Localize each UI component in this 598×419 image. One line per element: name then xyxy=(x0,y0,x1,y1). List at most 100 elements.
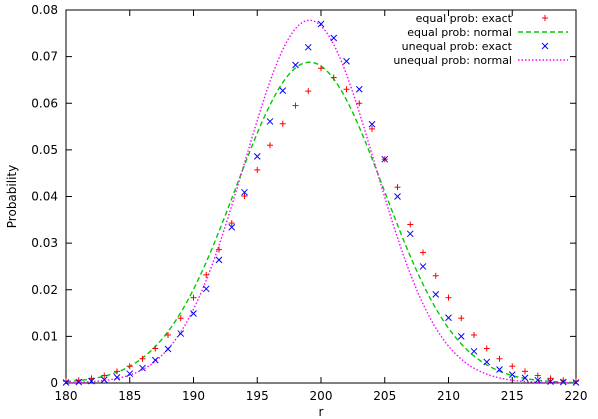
data-point xyxy=(406,230,414,238)
data-point xyxy=(343,57,350,65)
data-point xyxy=(547,375,554,382)
data-point xyxy=(292,102,299,109)
data-point xyxy=(381,155,389,163)
data-point xyxy=(267,142,273,149)
x-tick-label: 180 xyxy=(55,389,78,403)
data-point xyxy=(496,366,503,373)
y-tick-label: 0.02 xyxy=(31,283,58,297)
data-point xyxy=(62,379,70,386)
data-point xyxy=(203,271,210,278)
x-tick-label: 185 xyxy=(118,389,141,403)
y-tick-label: 0.06 xyxy=(31,96,58,110)
x-tick-label: 200 xyxy=(310,389,333,403)
data-point xyxy=(177,315,184,322)
data-point xyxy=(559,378,567,386)
y-tick-label: 0.05 xyxy=(31,143,58,157)
data-point xyxy=(88,375,95,382)
data-point xyxy=(330,74,337,81)
y-tick-label: 0.01 xyxy=(31,329,58,343)
y-tick-label: 0.07 xyxy=(31,50,58,64)
data-point xyxy=(394,184,401,191)
data-point xyxy=(496,355,503,362)
data-point xyxy=(292,61,299,69)
data-point xyxy=(279,120,286,127)
data-point xyxy=(522,368,528,375)
data-point xyxy=(432,291,440,298)
y-tick-label: 0.03 xyxy=(31,236,58,250)
x-tick-label: 195 xyxy=(246,389,269,403)
legend-label: unequal prob: normal xyxy=(393,54,512,67)
x-tick-label: 190 xyxy=(182,389,205,403)
legend-label: equal prob: exact xyxy=(416,12,513,25)
data-point xyxy=(534,372,541,379)
data-point xyxy=(305,88,312,95)
data-point xyxy=(165,331,171,338)
data-point xyxy=(420,249,426,256)
data-point xyxy=(317,20,325,28)
data-point xyxy=(457,333,465,340)
data-point xyxy=(470,347,478,355)
data-point xyxy=(254,166,261,173)
data-point xyxy=(126,363,133,370)
data-point xyxy=(368,120,376,128)
data-point xyxy=(139,364,146,372)
data-point xyxy=(202,285,210,293)
data-point xyxy=(330,34,338,42)
legend-label: equal prob: normal xyxy=(407,26,512,39)
data-point xyxy=(114,368,120,375)
x-tick-label: 220 xyxy=(565,389,588,403)
series-line xyxy=(65,19,577,384)
data-point xyxy=(266,118,274,125)
data-point xyxy=(216,246,222,253)
data-point xyxy=(151,356,159,364)
data-point xyxy=(445,294,452,301)
data-point xyxy=(458,315,465,322)
data-point xyxy=(547,378,554,385)
data-point xyxy=(318,65,324,72)
data-point xyxy=(241,193,248,200)
legend-marker xyxy=(542,15,548,21)
data-point xyxy=(152,345,159,352)
data-point xyxy=(75,378,83,386)
data-point xyxy=(509,363,516,370)
y-tick-label: 0 xyxy=(50,376,58,390)
data-point xyxy=(394,193,401,200)
data-point xyxy=(228,220,235,227)
data-point xyxy=(343,86,350,93)
data-point xyxy=(100,376,108,384)
data-point xyxy=(534,376,542,384)
data-point xyxy=(190,310,197,317)
data-point xyxy=(407,221,414,228)
x-tick-label: 210 xyxy=(437,389,460,403)
data-point xyxy=(113,374,121,381)
data-point xyxy=(471,331,477,338)
data-point xyxy=(101,372,108,379)
data-point xyxy=(228,223,236,231)
data-point xyxy=(177,330,185,337)
y-tick-label: 0.04 xyxy=(31,190,58,204)
data-point xyxy=(483,345,490,352)
data-point xyxy=(304,43,312,51)
data-point xyxy=(355,85,363,93)
data-point xyxy=(483,358,491,366)
data-point xyxy=(572,379,580,386)
data-point xyxy=(139,355,146,362)
chart-marks xyxy=(62,19,580,386)
series-line xyxy=(65,61,577,384)
data-point xyxy=(356,100,363,107)
data-point xyxy=(369,125,375,132)
data-point xyxy=(253,153,261,160)
data-point xyxy=(445,314,452,322)
data-point xyxy=(432,272,439,279)
data-point xyxy=(279,87,287,95)
data-point xyxy=(164,345,172,353)
data-point xyxy=(190,294,197,301)
y-axis-label: Probability xyxy=(5,165,19,228)
data-point xyxy=(126,370,134,378)
legend-label: unequal prob: exact xyxy=(402,40,513,53)
legend-marker xyxy=(541,42,549,50)
x-axis-label: r xyxy=(319,405,324,419)
y-tick-label: 0.08 xyxy=(31,3,58,17)
